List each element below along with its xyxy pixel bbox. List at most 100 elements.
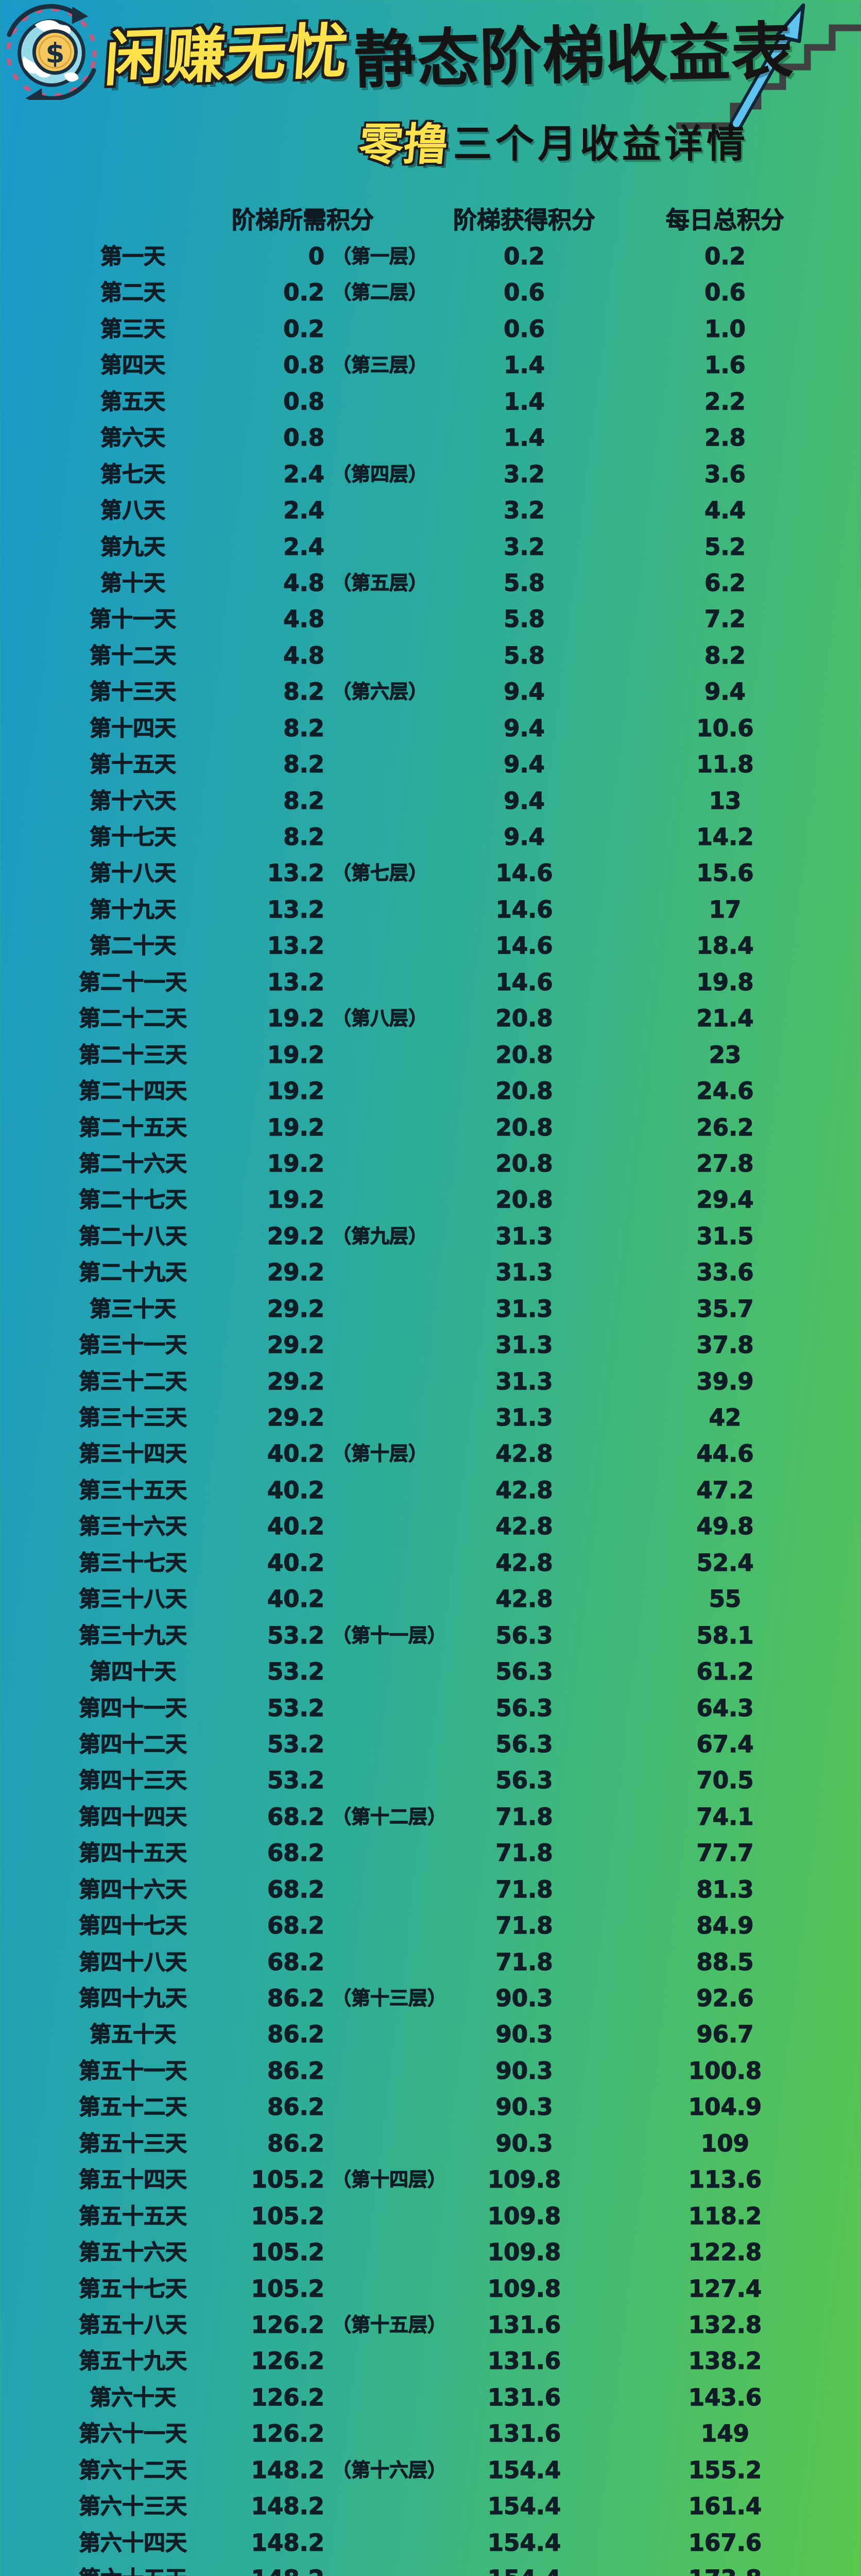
day-label: 第四十八天: [78, 1949, 187, 1975]
daily-total-points: 138.2: [688, 2347, 762, 2375]
ladder-gained-points: 131.6: [487, 2383, 561, 2411]
daily-total-points: 17: [709, 895, 742, 923]
ladder-required-points: 0.2: [283, 279, 325, 307]
daily-total-points: 118.2: [688, 2202, 762, 2230]
ladder-required-points: 2.4: [283, 496, 325, 524]
table-row: 第三天 0.2 0.6 1.0: [0, 311, 861, 347]
poster-subtitle: 零撸 三个月收益详情: [357, 108, 749, 173]
day-label: 第三十六天: [78, 1514, 187, 1539]
ladder-gained-points: 0.2: [503, 242, 545, 270]
day-label: 第三十二天: [78, 1368, 187, 1394]
ladder-required-points: 19.2: [267, 1077, 324, 1105]
ladder-gained-points: 14.6: [495, 895, 553, 923]
daily-total-points: 52.4: [696, 1549, 754, 1577]
ladder-gained-points: 5.8: [503, 641, 545, 669]
daily-total-points: 0.2: [704, 242, 746, 270]
table-row: 第四十三天 53.2 56.3 70.5: [0, 1762, 861, 1799]
income-table-rows: 第一天 0 （第一层） 0.2 0.2 第二天 0.2 （第二层） 0.6 0.6 第三天 0.2 0.…: [0, 239, 861, 2576]
day-label: 第四十二天: [78, 1731, 187, 1757]
ladder-gained-points: 1.4: [503, 424, 545, 452]
column-header-required-points: 阶梯所需积分: [231, 206, 374, 234]
table-row: 第四天 0.8 （第三层） 1.4 1.6: [0, 347, 861, 383]
table-row: 第四十七天 68.2 71.8 84.9: [0, 1908, 861, 1944]
table-row: 第五十六天 105.2 109.8 122.8: [0, 2234, 861, 2270]
daily-total-points: 23: [709, 1041, 742, 1069]
ladder-required-points: 0.8: [283, 387, 325, 415]
ladder-required-points: 105.2: [251, 2275, 325, 2302]
table-row: 第五十五天 105.2 109.8 118.2: [0, 2198, 861, 2234]
daily-total-points: 1.6: [704, 351, 746, 379]
daily-total-points: 61.2: [696, 1657, 754, 1686]
ladder-required-points: 0.8: [283, 351, 325, 379]
day-label: 第十四天: [89, 715, 176, 741]
daily-total-points: 173.8: [615, 2561, 835, 2576]
day-label: 第五十八天: [78, 2312, 187, 2337]
title-main: 静态阶梯收益表: [353, 14, 795, 97]
daily-total-points: 64.3: [696, 1694, 754, 1722]
table-row: 第三十三天 29.2 31.3 42: [0, 1400, 861, 1436]
day-label: 第五十二天: [78, 2094, 187, 2120]
day-label: 第二十四天: [78, 1078, 187, 1104]
daily-total-points: 8.2: [704, 641, 746, 669]
day-label: 第五十五天: [78, 2203, 187, 2229]
ladder-gained-points: 90.3: [495, 1984, 553, 2012]
day-label: 第二十八天: [78, 1223, 187, 1249]
title-highlight: 闲赚无忧: [102, 16, 351, 95]
ladder-required-points: 126.2: [251, 2311, 325, 2338]
subtitle-main: 三个月收益详情: [453, 121, 749, 166]
table-row: 第五十天 86.2 90.3 96.7: [0, 2016, 861, 2053]
daily-total-points: 21.4: [696, 1005, 754, 1032]
daily-total-points: 0.6: [704, 279, 746, 307]
table-row: 第四十六天 68.2 71.8 81.3: [0, 1872, 861, 1908]
daily-total-points: 161.4: [688, 2492, 762, 2520]
ladder-gained-points: 71.8: [495, 1875, 553, 1903]
day-label: 第四十九天: [78, 1985, 187, 2011]
ladder-gained-points: 42.8: [495, 1585, 553, 1613]
ladder-gained-points: 42.8: [495, 1476, 553, 1504]
ladder-gained-points: 90.3: [495, 2129, 553, 2157]
daily-total-points: 6.2: [704, 569, 746, 597]
ladder-required-points: 8.2: [283, 823, 325, 851]
daily-total-points: 9.4: [704, 678, 746, 706]
ladder-required-points: 8.2: [283, 750, 325, 778]
ladder-gained-points: 56.3: [495, 1657, 553, 1686]
table-row: 第三十一天 29.2 31.3 37.8: [0, 1327, 861, 1363]
day-label: 第十三天: [89, 679, 176, 705]
day-label: 第二十七天: [78, 1187, 187, 1213]
table-row: 第三十二天 29.2 31.3 39.9: [0, 1364, 861, 1400]
ladder-gained-points: 31.3: [495, 1403, 553, 1431]
daily-total-points: 37.8: [696, 1331, 754, 1359]
day-label: 第二十六天: [78, 1150, 187, 1176]
ladder-gained-points: 109.8: [487, 2166, 561, 2194]
day-label: 第五十九天: [78, 2348, 187, 2374]
daily-total-points: 11.8: [696, 750, 754, 778]
svg-text:$: $: [45, 37, 64, 69]
ladder-required-points: 40.2: [267, 1549, 324, 1577]
ladder-gained-points: 42.8: [495, 1513, 553, 1540]
daily-total-points: 96.7: [696, 2021, 754, 2048]
daily-total-points: 77.7: [696, 1839, 754, 1867]
day-label: 第二十三天: [78, 1042, 187, 1067]
table-row: 第二天 0.2 （第二层） 0.6 0.6: [0, 275, 861, 311]
table-row: 第三十天 29.2 31.3 35.7: [0, 1291, 861, 1327]
layer-annotation: （第十层）: [332, 1443, 427, 1465]
daily-total-points: 70.5: [696, 1767, 754, 1794]
table-row: 第十七天 8.2 9.4 14.2: [0, 819, 861, 855]
ladder-required-points: 126.2: [251, 2420, 325, 2448]
day-label: 第三十天: [89, 1296, 176, 1321]
table-row: 第五十七天 105.2 109.8 127.4: [0, 2271, 861, 2307]
ladder-required-points: 8.2: [283, 678, 325, 706]
daily-total-points: 15.6: [696, 859, 754, 887]
ladder-required-points: 13.2: [267, 895, 324, 923]
day-label: 第十二天: [89, 642, 176, 668]
ladder-required-points: 29.2: [267, 1403, 324, 1431]
day-label: 第三十九天: [78, 1622, 187, 1648]
day-label: 第十八天: [89, 860, 176, 886]
ladder-gained-points: 9.4: [503, 787, 545, 815]
daily-total-points: 39.9: [696, 1367, 754, 1395]
ladder-required-points: 53.2: [267, 1767, 324, 1794]
day-label: 第四十三天: [78, 1768, 187, 1793]
day-label: 第三十八天: [78, 1586, 187, 1612]
daily-total-points: 113.6: [688, 2166, 762, 2194]
day-label: 第十七天: [89, 824, 176, 850]
